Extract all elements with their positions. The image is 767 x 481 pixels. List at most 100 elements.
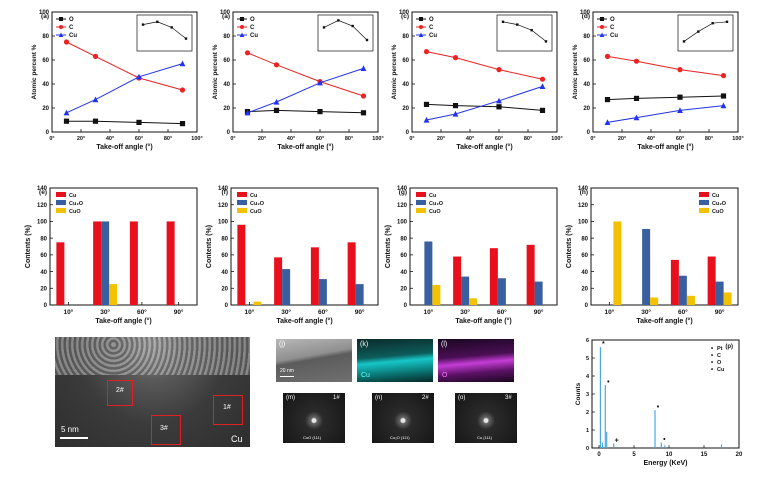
bar-panel-0-bar-Cu	[56, 242, 65, 305]
line-panel-0-point	[179, 121, 186, 127]
bar-panel-1-bar-Cu	[274, 257, 283, 305]
line-panel-3-point	[633, 95, 640, 101]
bar-panel-2-label: (g)	[399, 189, 407, 196]
line-panel-1-point	[317, 109, 323, 115]
line-panel-0-point	[136, 73, 142, 80]
bar-panel-3-xlabel: Take-off angle (°)	[636, 317, 692, 325]
line-panel-2-ytick-label: 40	[402, 82, 409, 88]
bar-panel-3-legend-swatch	[699, 200, 709, 205]
line-panel-1-point	[244, 50, 251, 56]
line-panel-3-point	[604, 119, 611, 125]
tem-image: 2# 3# 1# 5 nm Cu	[55, 337, 250, 447]
bar-panel-1-ytick-label: 140	[218, 186, 229, 192]
bar-panel-3-xtick-label: 60°	[678, 308, 688, 316]
line-panel-3-legend-label: C	[610, 25, 615, 31]
line-panel-2-legend-label: Cu	[429, 33, 437, 39]
bar-panel-2-ytick-label: 100	[397, 220, 408, 226]
bar-panel-1-frame	[230, 187, 379, 306]
tem-scale-label: 5 nm	[61, 425, 79, 434]
line-panel-3-point	[720, 73, 727, 79]
tem-scale-bar	[60, 437, 88, 439]
line-panel-3-inset-point	[697, 30, 700, 33]
line-panel-2-xlabel: Take-off angle (°)	[456, 143, 512, 151]
bar-panel-1-legend-label: CuO	[250, 209, 262, 215]
line-panel-1-series-C	[247, 52, 364, 97]
bar-panel-2-legend-swatch	[416, 192, 426, 197]
bar-panel-0-ytick-label: 140	[37, 186, 48, 192]
bar-panel-3-ytick-label: 0	[585, 303, 589, 309]
line-panel-2-legend-marker	[418, 32, 424, 37]
line-panel-0-point	[63, 39, 70, 45]
bar-panel-2-bar-Cu	[489, 248, 498, 305]
bar-panel-2-xlabel: Take-off angle (°)	[455, 317, 511, 325]
line-panel-2-series-Cu	[426, 85, 543, 121]
region-3-label: 3#	[160, 425, 168, 432]
line-panel-1-frame	[232, 11, 379, 133]
line-panel-3-legend-label: O	[610, 17, 615, 23]
line-panel-1-ytick-label: 80	[223, 34, 230, 40]
line-panel-0-inset-point	[141, 23, 145, 26]
bar-panel-2-xtick-label: 30°	[460, 308, 470, 316]
bar-panel-1-ytick-label: 60	[221, 253, 228, 259]
line-panel-0-inset-line	[142, 21, 187, 39]
bar-panel-3-ytick-label: 60	[581, 253, 588, 259]
line-panel-1-label: (a)	[222, 13, 230, 20]
line-panel-0-inset-point	[184, 37, 188, 40]
fft-m: (m) 1# CuO (111)	[283, 393, 345, 443]
eds-xtick-label: 15	[701, 452, 708, 458]
bar-panel-2-xtick-label: 60°	[497, 308, 507, 316]
bar-panel-0-ytick-label: 20	[40, 286, 47, 292]
image-l-element: O	[442, 372, 448, 379]
line-panel-1-xtick-label: 80°	[345, 136, 353, 142]
line-panel-3-xtick-label: 40°	[647, 136, 655, 142]
region-1-box	[213, 395, 243, 425]
eds-legend-marker: •	[711, 346, 713, 352]
line-panel-1-point	[273, 107, 280, 113]
bar-panel-1-ytick-label: 20	[221, 286, 228, 292]
line-panel-0-inset-frame	[136, 14, 193, 52]
eds-ytick-label: 1	[586, 428, 589, 434]
line-panel-2-legend-label: C	[429, 25, 434, 31]
bar-panel-2-bar-Cu₂O	[424, 241, 433, 305]
line-panel-3-xtick-label: 0°	[590, 136, 595, 142]
line-panel-2-ytick-label: 0	[406, 130, 410, 136]
bar-panel-1-bar-Cu	[347, 242, 356, 305]
bar-panel-2-legend-swatch	[416, 208, 426, 213]
line-panel-2-ytick-label: 60	[402, 58, 409, 64]
line-panel-3-series-C	[607, 55, 724, 77]
line-panel-0-label: (a)	[41, 13, 49, 20]
eds-xtick-label: 5	[632, 452, 636, 458]
eds-peak-label: •	[607, 379, 610, 386]
eds-legend-label: Pt	[717, 346, 723, 352]
line-panel-0-point	[179, 60, 186, 67]
fft-m-caption: CuO (111)	[303, 435, 322, 440]
line-panel-0-ytick-label: 20	[42, 106, 49, 112]
fft-n-label: (n)	[375, 395, 383, 401]
line-panel-3-legend-marker	[599, 32, 605, 37]
line-panel-2-inset-line	[502, 21, 547, 42]
line-panel-1-xtick-label: 20°	[258, 136, 266, 142]
bar-panel-3-legend-swatch	[699, 208, 709, 213]
line-panel-3-ytick-label: 80	[583, 34, 590, 40]
line-panel-2-inset-point	[544, 40, 548, 43]
line-panel-0-legend-label: O	[69, 17, 74, 23]
line-panel-3-inset-frame	[677, 14, 734, 52]
line-panel-2-series-C	[426, 51, 543, 80]
fft-o: (o) 3# Cu (111)	[455, 393, 517, 443]
line-panel-3-xtick-label: 100°	[732, 136, 743, 142]
bar-panel-0-xtick-label: 90°	[174, 308, 184, 316]
image-l: (l) O	[438, 339, 514, 382]
line-panel-2-ytick-label: 100	[399, 10, 410, 16]
line-panel-3-xtick-label: 60°	[676, 136, 684, 142]
line-panel-2-ytick-label: 80	[402, 34, 409, 40]
bar-panel-2-legend-swatch	[416, 200, 426, 205]
line-panel-1-xlabel: Take-off angle (°)	[277, 143, 333, 151]
bar-panel-3-frame	[590, 187, 739, 306]
bar-panel-0-legend-label: CuO	[69, 209, 81, 215]
bar-panel-1-ytick-label: 40	[221, 270, 228, 276]
image-j-scale-bar	[280, 376, 294, 377]
line-panel-3-point	[633, 114, 640, 121]
line-panel-2-xtick-label: 40°	[466, 136, 474, 142]
bar-panel-3-label: (h)	[580, 189, 588, 196]
line-panel-3-point	[720, 93, 727, 99]
